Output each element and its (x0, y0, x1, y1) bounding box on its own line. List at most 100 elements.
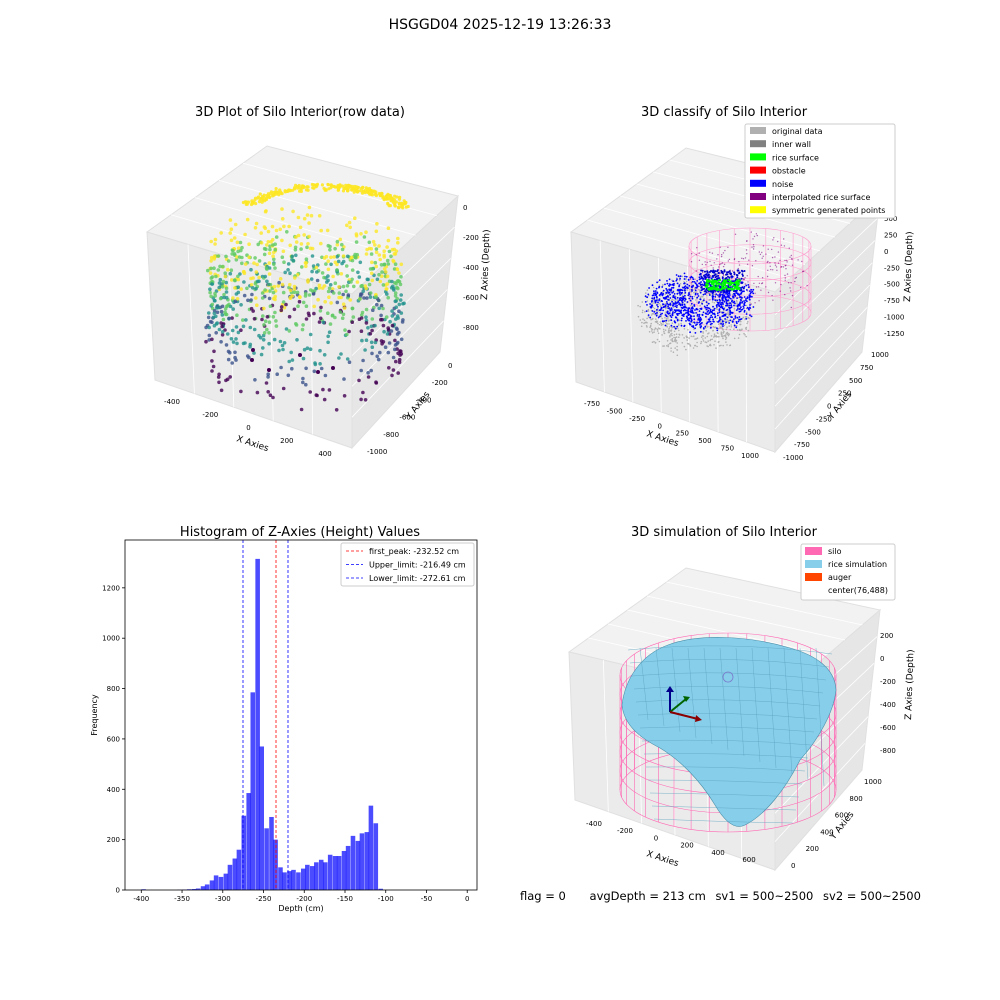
histogram-bar (378, 888, 383, 890)
panel1-data-point (222, 292, 226, 297)
panel2-original-point (658, 340, 661, 343)
panel4-gridline (646, 595, 846, 641)
panel2-noise-point (690, 275, 693, 278)
panel2-noise-point (716, 299, 719, 302)
panel2-noise-point (751, 295, 753, 298)
panel2-noise-point (722, 325, 724, 327)
panel2-interp-point (719, 263, 721, 266)
panel2-original-point (646, 289, 649, 292)
panel2-noise-point (666, 282, 669, 285)
panel2-legend-label: obstacle (772, 167, 806, 176)
panel1-data-point (252, 351, 256, 355)
panel1-data-point (301, 376, 305, 381)
panel2-noise-point (722, 299, 724, 302)
panel2-original-point (713, 333, 716, 336)
panel2-noise-point (657, 316, 660, 319)
panel2-original-point (733, 337, 736, 340)
panel1-title: 3D Plot of Silo Interior(row data) (195, 105, 405, 120)
panel1-data-point (347, 183, 351, 188)
panel4-legend-swatch (805, 560, 822, 568)
panel2-original-point (685, 283, 687, 285)
panel1-data-point (361, 289, 366, 294)
panel2-noise-point (741, 297, 743, 299)
panel2-interp-point (753, 282, 755, 285)
panel2-original-point (671, 340, 674, 343)
panel2-noise-point (740, 282, 743, 284)
panel1-data-point (391, 355, 396, 360)
panel1-data-point (214, 331, 218, 335)
panel2-original-point (702, 338, 704, 340)
panel1-data-point (281, 386, 286, 391)
panel2-original-point (662, 345, 664, 347)
panel1-data-point (360, 310, 365, 315)
panel1-data-point (278, 339, 283, 344)
panel1-data-point (250, 292, 254, 297)
panel2-original-point (669, 342, 671, 345)
panel4-x-tick-2: 0 (654, 834, 658, 842)
panel2-original-point (689, 290, 691, 293)
panel2-interp-point (706, 261, 708, 264)
panel2-noise-point (676, 296, 679, 299)
panel2-noise-point (708, 321, 710, 323)
panel2-interp-point (739, 282, 741, 284)
panel4-surface-mesh (651, 805, 797, 811)
panel2-noise-point (726, 299, 729, 302)
panel2-noise-point (700, 330, 702, 333)
panel2-noise-point (720, 291, 722, 294)
panel2-noise-point (698, 276, 701, 279)
panel1-data-point (399, 337, 404, 342)
panel1-data-point (326, 182, 330, 187)
panel3-ylabel: Frequency (90, 694, 99, 736)
panel2-rice-point (719, 288, 722, 291)
panel2-rice-point (717, 282, 720, 285)
panel2-gridline (774, 284, 871, 384)
histogram-bar (309, 866, 315, 890)
panel1-data-point (358, 297, 362, 301)
panel1-data-point (288, 282, 292, 287)
panel1-data-point (326, 289, 331, 294)
panel2-original-point (637, 304, 639, 307)
panel1-data-point (256, 242, 261, 247)
panel2-noise-point (700, 289, 703, 292)
panel1-data-point (342, 186, 346, 191)
panel1-data-point (334, 408, 339, 412)
panel2-y-tick-8: -1000 (783, 454, 803, 462)
panel1-data-point (277, 348, 281, 353)
panel2-original-point (656, 328, 659, 331)
panel2-rice-point (719, 283, 722, 286)
panel1-data-point (226, 357, 231, 362)
panel2-original-point (651, 332, 654, 334)
panel2-interp-point (776, 269, 778, 271)
panel1-data-point (254, 221, 259, 226)
panel2-x-tick-0: -750 (584, 400, 600, 408)
panel2-original-point (725, 332, 728, 335)
panel1-data-point (345, 284, 350, 288)
panel2-rice-point (715, 283, 718, 286)
panel2-legend-swatch (750, 179, 766, 187)
panel2-original-point (671, 322, 674, 325)
panel2-noise-point (729, 319, 732, 322)
panel2-interp-point (765, 286, 767, 288)
histogram-bar (232, 858, 238, 890)
panel1-data-point (256, 195, 261, 199)
panel2-noise-point (705, 273, 708, 276)
panel2-original-point (677, 327, 679, 330)
panel1-data-point (239, 389, 243, 394)
panel2-noise-point (650, 304, 653, 307)
panel2-noise-point (728, 304, 731, 307)
panel2-noise-point (735, 278, 737, 281)
panel1-data-point (251, 201, 255, 206)
panel2-noise-point (733, 271, 736, 274)
panel2-noise-point (653, 290, 655, 293)
panel2-noise-point (708, 307, 711, 310)
panel2-noise-point (718, 309, 721, 311)
panel2-original-point (735, 305, 737, 307)
panel2-original-point (720, 344, 722, 347)
panel1-data-point (221, 317, 226, 322)
panel2-original-point (702, 332, 704, 334)
panel2-noise-point (684, 287, 687, 290)
panel2-original-point (710, 335, 713, 337)
histogram-xtick-label: -400 (133, 895, 149, 903)
panel2-original-point (671, 339, 674, 342)
panel1-data-point (379, 263, 384, 267)
